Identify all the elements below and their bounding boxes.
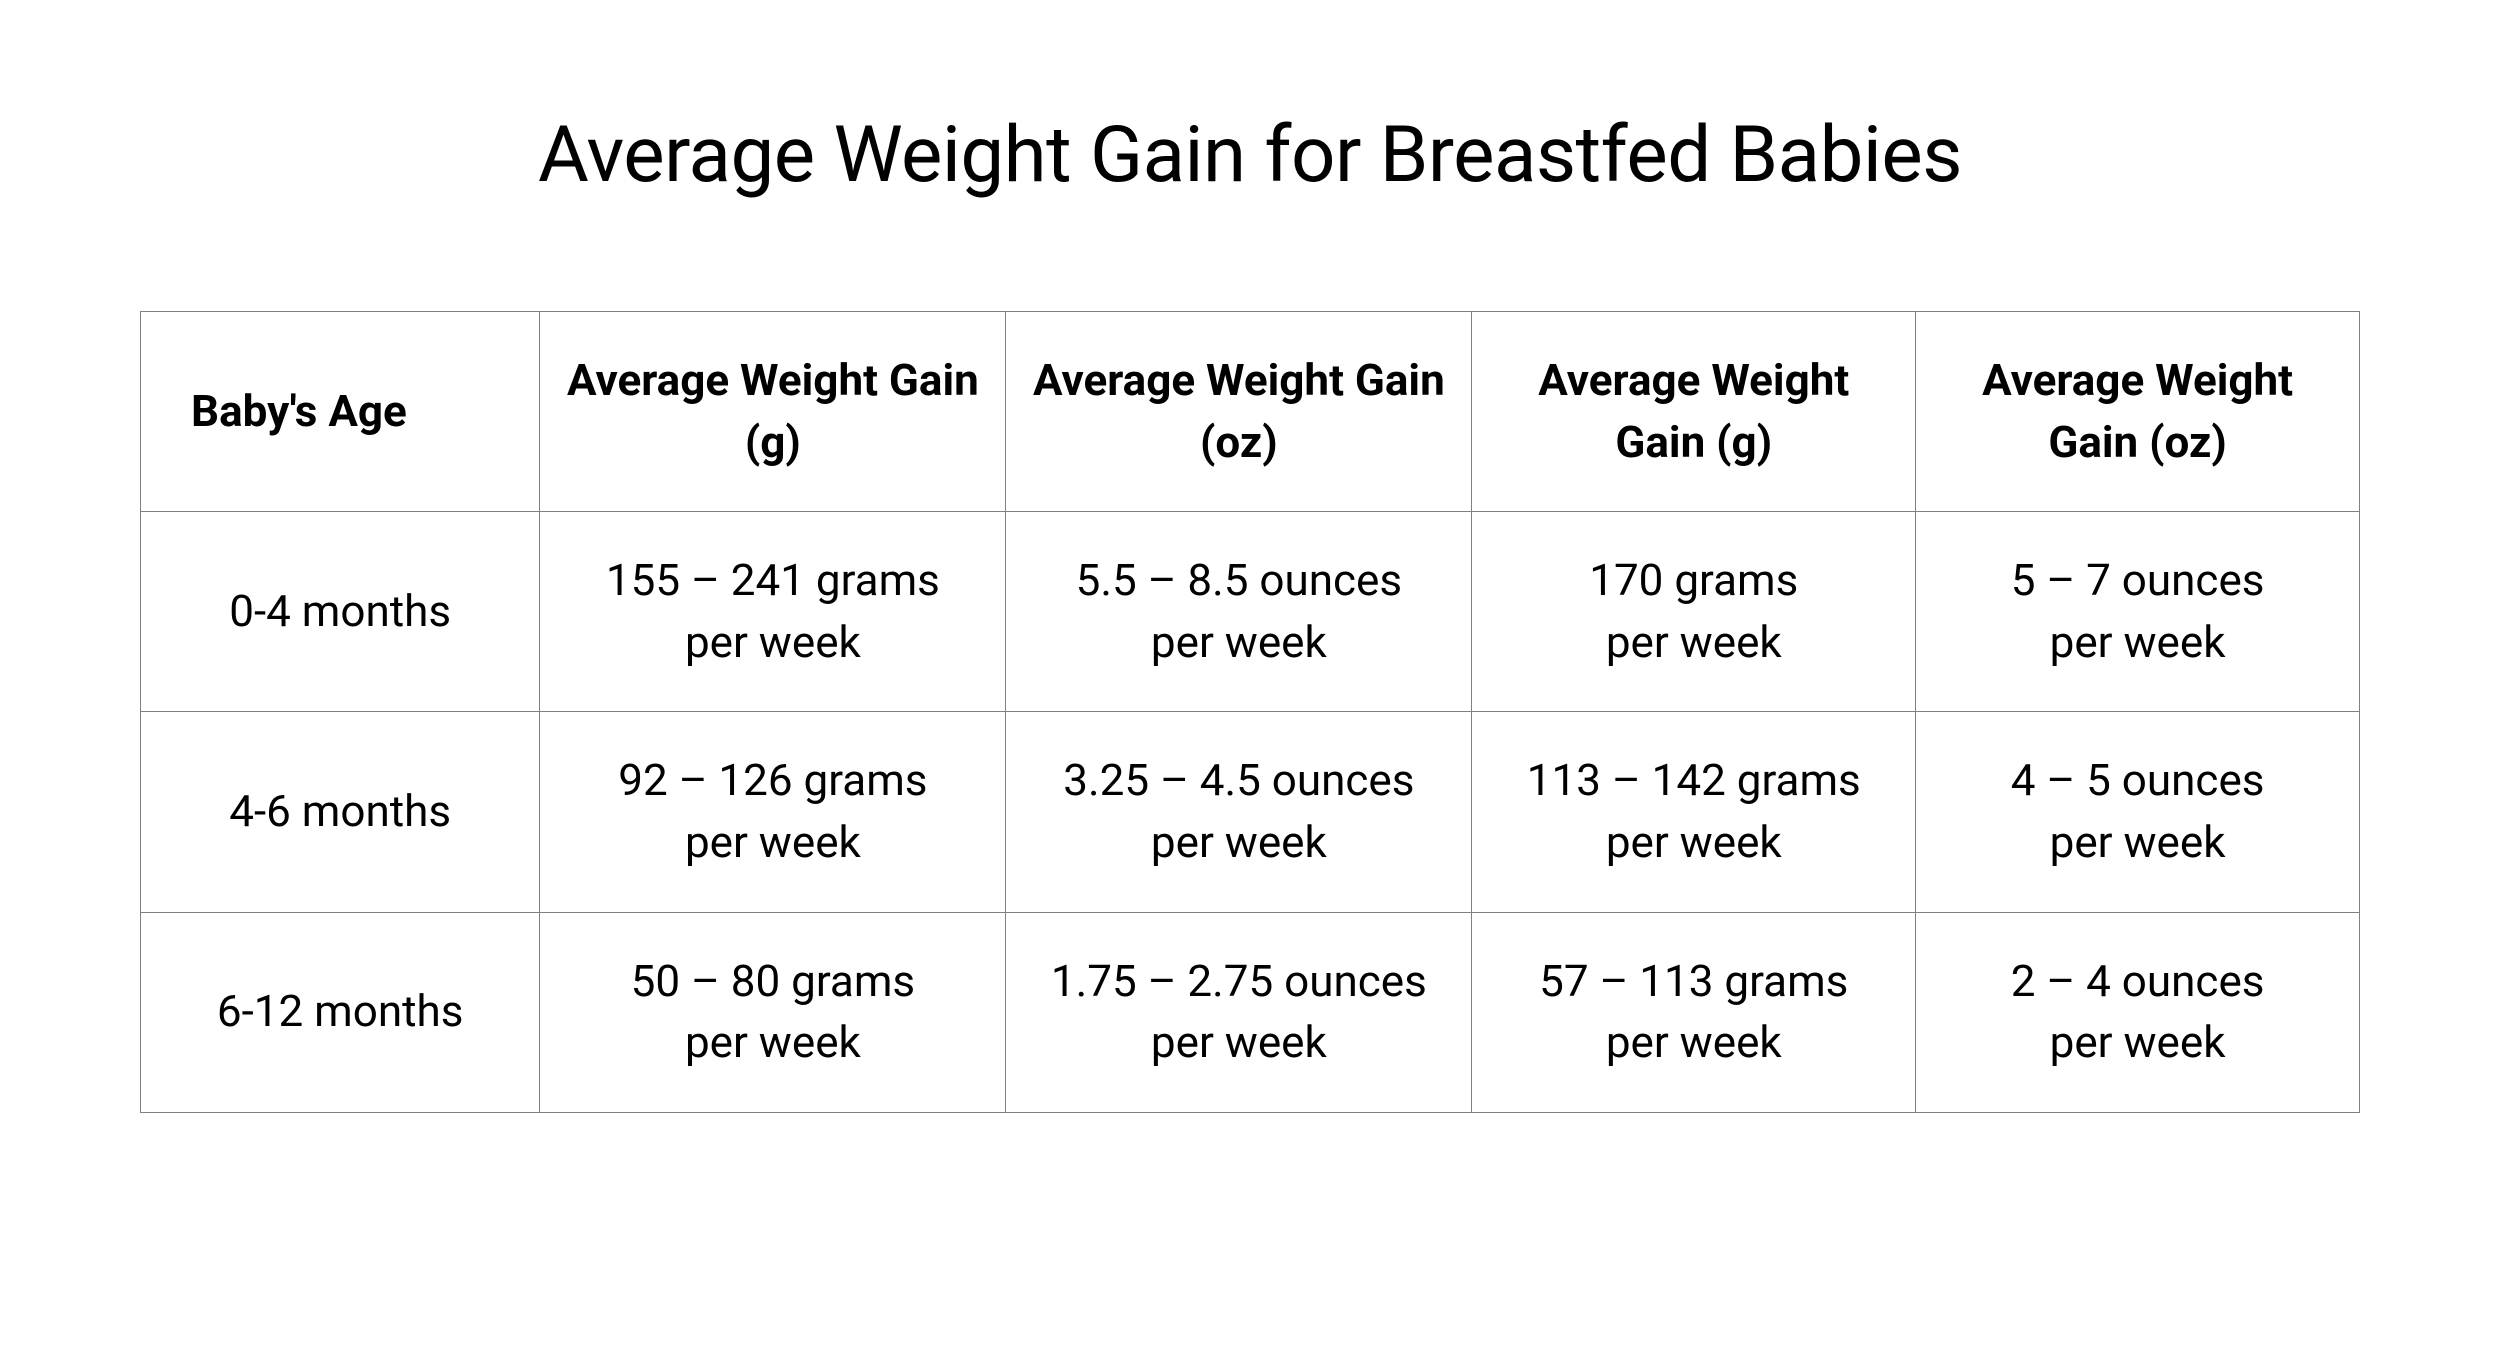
cell-line: per week bbox=[685, 816, 861, 868]
cell-line: per week bbox=[685, 616, 861, 668]
cell-line: 2 – 4 ounces bbox=[2011, 955, 2265, 1007]
cell-gain-oz-2: 5 – 7 ounces per week bbox=[1916, 512, 2360, 712]
cell-gain-oz-1: 5.5 – 8.5 ounces per week bbox=[1006, 512, 1472, 712]
col-header-gain-oz-1: Average Weight Gain (oz) bbox=[1006, 312, 1472, 512]
cell-line: 5.5 – 8.5 ounces bbox=[1076, 554, 1402, 606]
cell-line: per week bbox=[685, 1016, 861, 1068]
cell-line: 50 – 80 grams bbox=[631, 955, 916, 1007]
cell-gain-g-1: 50 – 80 grams per week bbox=[540, 912, 1006, 1112]
cell-age: 4-6 months bbox=[141, 712, 540, 912]
cell-line: 5 – 7 ounces bbox=[2011, 554, 2265, 606]
cell-gain-g-1: 92 – 126 grams per week bbox=[540, 712, 1006, 912]
col-header-gain-g-1: Average Weight Gain (g) bbox=[540, 312, 1006, 512]
cell-gain-oz-2: 4 – 5 ounces per week bbox=[1916, 712, 2360, 912]
cell-line: 4 – 5 ounces bbox=[2011, 754, 2265, 806]
cell-line: 92 – 126 grams bbox=[618, 754, 927, 806]
cell-age: 6-12 months bbox=[141, 912, 540, 1112]
cell-gain-oz-1: 1.75 – 2.75 ounces per week bbox=[1006, 912, 1472, 1112]
cell-line: per week bbox=[2050, 816, 2226, 868]
cell-gain-oz-2: 2 – 4 ounces per week bbox=[1916, 912, 2360, 1112]
cell-line: per week bbox=[1151, 1016, 1327, 1068]
table-row: 6-12 months 50 – 80 grams per week 1.75 … bbox=[141, 912, 2360, 1112]
cell-gain-g-2: 113 – 142 grams per week bbox=[1472, 712, 1916, 912]
cell-gain-g-2: 57 – 113 grams per week bbox=[1472, 912, 1916, 1112]
cell-line: per week bbox=[1606, 616, 1782, 668]
cell-line: per week bbox=[1151, 616, 1327, 668]
col-header-gain-g-2: Average Weight Gain (g) bbox=[1472, 312, 1916, 512]
page-title: Average Weight Gain for Breastfed Babies bbox=[538, 110, 1962, 201]
table-header-row: Baby's Age Average Weight Gain (g) Avera… bbox=[141, 312, 2360, 512]
cell-line: per week bbox=[2050, 1016, 2226, 1068]
cell-line: per week bbox=[1606, 1016, 1782, 1068]
cell-gain-oz-1: 3.25 – 4.5 ounces per week bbox=[1006, 712, 1472, 912]
table-row: 4-6 months 92 – 126 grams per week 3.25 … bbox=[141, 712, 2360, 912]
col-header-gain-oz-2: Average Weight Gain (oz) bbox=[1916, 312, 2360, 512]
col-header-age: Baby's Age bbox=[141, 312, 540, 512]
cell-line: 57 – 113 grams bbox=[1539, 955, 1848, 1007]
cell-gain-g-2: 170 grams per week bbox=[1472, 512, 1916, 712]
cell-age: 0-4 months bbox=[141, 512, 540, 712]
cell-line: per week bbox=[1606, 816, 1782, 868]
cell-line: 113 – 142 grams bbox=[1527, 754, 1861, 806]
cell-line: 3.25 – 4.5 ounces bbox=[1063, 754, 1414, 806]
cell-line: per week bbox=[1151, 816, 1327, 868]
table-row: 0-4 months 155 – 241 grams per week 5.5 … bbox=[141, 512, 2360, 712]
cell-line: 170 grams bbox=[1589, 554, 1798, 606]
weight-gain-table: Baby's Age Average Weight Gain (g) Avera… bbox=[140, 311, 2360, 1113]
cell-line: per week bbox=[2050, 616, 2226, 668]
cell-gain-g-1: 155 – 241 grams per week bbox=[540, 512, 1006, 712]
cell-line: 155 – 241 grams bbox=[606, 554, 940, 606]
cell-line: 1.75 – 2.75 ounces bbox=[1051, 955, 1427, 1007]
